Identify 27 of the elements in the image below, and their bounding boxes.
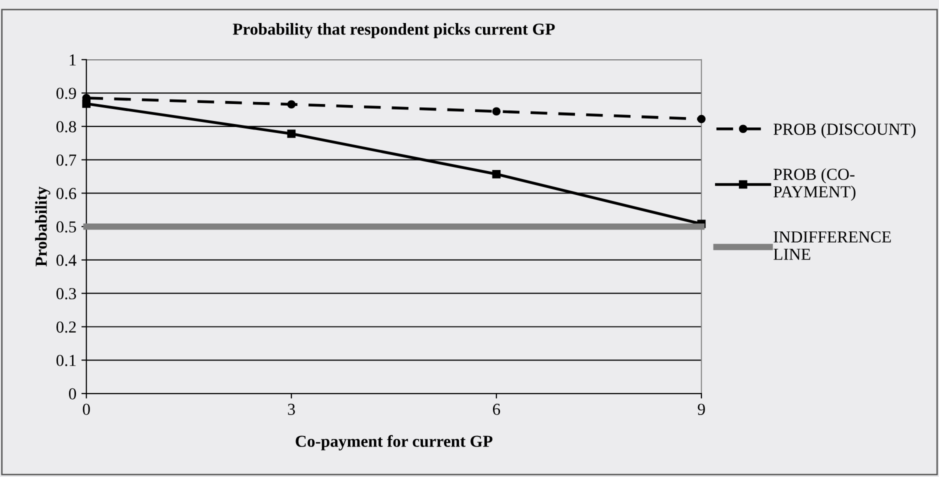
y-tick-label: 0.8 — [56, 121, 76, 132]
y-tick-label: 0.4 — [56, 254, 76, 266]
x-tick-label: 0 — [82, 404, 90, 415]
point — [492, 170, 501, 178]
y-tick-label: 1 — [70, 54, 76, 66]
y-axis-title: Probability — [35, 186, 50, 266]
point — [82, 100, 91, 108]
legend-label: PROB (CO-PAYMENT) — [774, 168, 856, 201]
point — [287, 130, 296, 138]
x-tick-label: 9 — [698, 404, 705, 415]
point — [697, 114, 706, 124]
y-tick-label: 0.1 — [56, 354, 76, 366]
y-tick-label: 0 — [68, 388, 76, 400]
y-tick-label: 0.5 — [56, 221, 76, 233]
legend-label: INDIFFERENCE LINE — [774, 231, 891, 260]
y-tick-label: 0.9 — [56, 88, 76, 100]
x-tick-label: 6 — [492, 404, 500, 415]
point — [287, 100, 296, 109]
legend-label: PROB (DISCOUNT) — [774, 123, 916, 138]
chart-title: Probability that respondent picks current GP — [232, 23, 555, 38]
x-axis-title: Co-payment for current GP — [296, 435, 492, 450]
y-tick-label: 0.6 — [56, 188, 76, 200]
y-tick-label: 0.3 — [56, 288, 76, 300]
y-tick-label: 0.7 — [56, 154, 76, 166]
y-tick-label: 0.2 — [56, 321, 76, 333]
point — [492, 107, 501, 116]
x-tick-label: 3 — [288, 404, 295, 415]
